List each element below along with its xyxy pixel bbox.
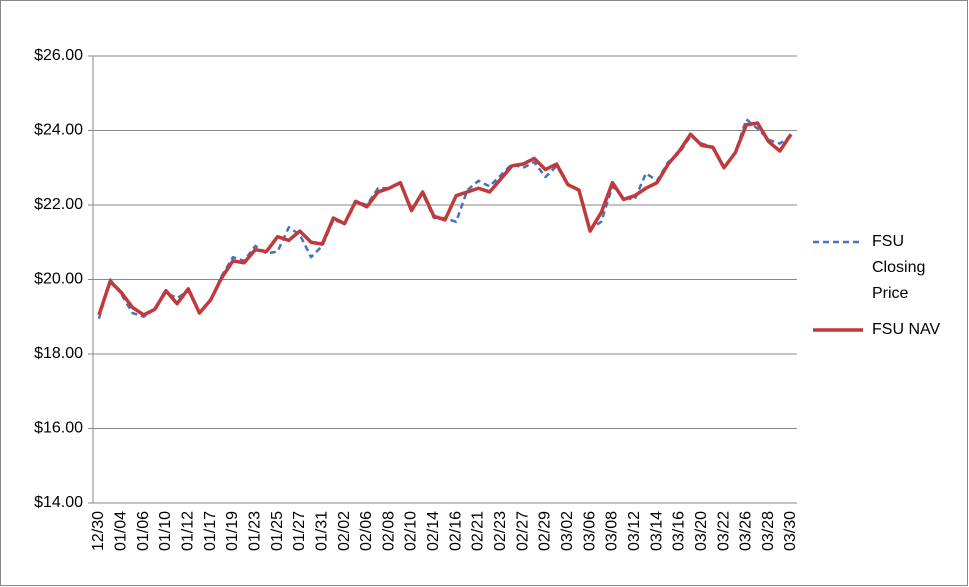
x-tick-label: 02/08: [380, 511, 397, 551]
x-tick-label: 03/02: [559, 511, 576, 551]
y-tick-label: $24.00: [34, 122, 83, 139]
x-tick-label: 03/30: [782, 511, 799, 551]
x-tick-label: 03/12: [626, 511, 643, 551]
y-tick-label: $26.00: [34, 47, 83, 64]
x-tick-label: 01/04: [113, 511, 130, 551]
x-tick-label: 03/06: [581, 511, 598, 551]
x-tick-label: 02/10: [403, 511, 420, 551]
y-tick-label: $20.00: [34, 271, 83, 288]
x-tick-label: 01/19: [224, 511, 241, 551]
x-tick-label: 12/30: [90, 511, 107, 551]
x-tick-label: 01/23: [246, 511, 263, 551]
x-tick-label: 03/28: [760, 511, 777, 551]
x-tick-label: 03/14: [648, 511, 665, 551]
x-tick-label: 01/10: [157, 511, 174, 551]
x-tick-label: 02/21: [470, 511, 487, 551]
y-tick-label: $16.00: [34, 420, 83, 437]
x-tick-label: 01/25: [269, 511, 286, 551]
x-tick-label: 01/27: [291, 511, 308, 551]
x-tick-label: 01/17: [202, 511, 219, 551]
x-tick-label: 02/29: [537, 511, 554, 551]
x-tick-label: 02/02: [336, 511, 353, 551]
x-tick-label: 01/06: [135, 511, 152, 551]
x-tick-label: 02/16: [447, 511, 464, 551]
x-tick-label: 02/27: [514, 511, 531, 551]
series-line: [97, 121, 793, 317]
legend-label: FSU NAV: [872, 321, 941, 338]
x-tick-label: 03/26: [738, 511, 755, 551]
x-tick-label: 03/20: [693, 511, 710, 551]
x-tick-label: 02/06: [358, 511, 375, 551]
legend-label: FSU Closing Price: [872, 233, 926, 302]
x-tick-label: 02/14: [425, 511, 442, 551]
x-tick-label: 03/08: [604, 511, 621, 551]
x-tick-label: 03/16: [671, 511, 688, 551]
y-tick-label: $14.00: [34, 494, 83, 511]
x-tick-label: 03/22: [715, 511, 732, 551]
x-tick-label: 01/12: [180, 511, 197, 551]
x-tick-label: 02/23: [492, 511, 509, 551]
x-tick-label: 01/31: [313, 511, 330, 551]
y-tick-label: $22.00: [34, 196, 83, 213]
y-tick-label: $18.00: [34, 345, 83, 362]
